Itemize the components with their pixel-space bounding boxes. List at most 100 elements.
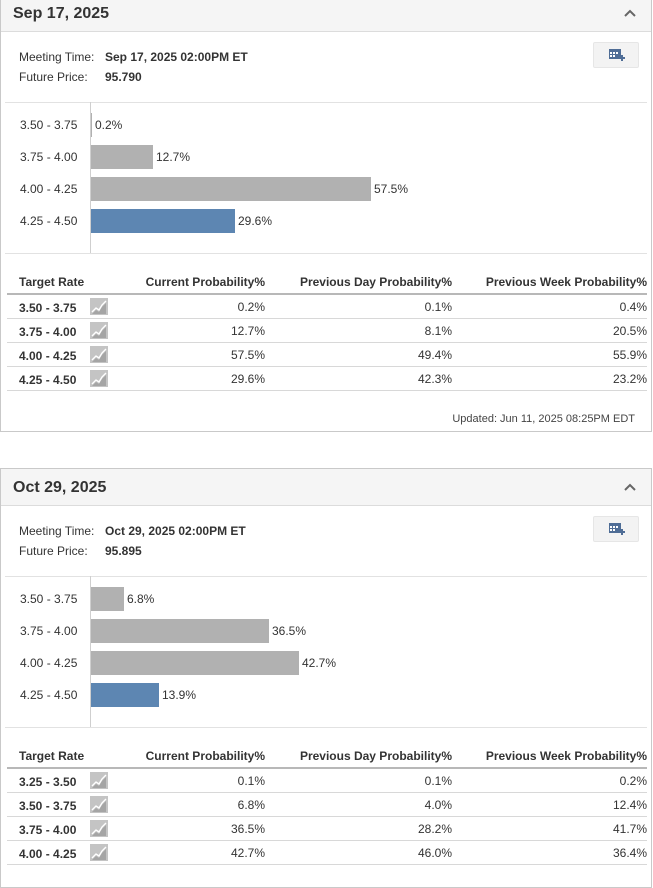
row-divider <box>7 816 647 817</box>
bar-value-label: 57.5% <box>374 182 409 196</box>
row-divider <box>7 366 647 367</box>
chart-row: 4.00 - 4.25 57.5% <box>1 177 651 201</box>
previous-day-probability-cell: 0.1% <box>424 300 452 314</box>
chart-range-label: 4.00 - 4.25 <box>20 656 78 670</box>
chart-row: 3.50 - 3.75 6.8% <box>1 587 651 611</box>
table-row: 4.25 - 4.50 29.6% 42.3% 23.2% <box>1 367 651 391</box>
row-divider <box>7 318 647 319</box>
trend-chart-icon[interactable] <box>90 844 108 861</box>
current-probability-cell: 6.8% <box>237 798 265 812</box>
row-divider <box>7 342 647 343</box>
target-rate-cell: 3.75 - 4.00 <box>19 823 77 837</box>
calendar-add-icon <box>609 49 625 61</box>
previous-day-probability-cell: 4.0% <box>424 798 452 812</box>
row-divider <box>7 390 647 391</box>
chart-axis <box>90 102 91 253</box>
current-probability-cell: 12.7% <box>230 324 265 338</box>
col-previous-day-probability[interactable]: Previous Day Probability% <box>299 275 452 289</box>
table-row: 3.75 - 4.00 12.7% 8.1% 20.5% <box>1 319 651 343</box>
previous-week-probability-cell: 20.5% <box>612 324 647 338</box>
chevron-up-icon[interactable] <box>623 480 637 494</box>
chart-row: 3.75 - 4.00 36.5% <box>1 619 651 643</box>
target-rate-cell: 3.50 - 3.75 <box>19 301 77 315</box>
bar-value-label: 13.9% <box>162 688 197 702</box>
chevron-up-icon[interactable] <box>623 6 637 20</box>
probability-bar-chart: 3.50 - 3.75 6.8% 3.75 - 4.00 36.5% 4.00 - 4.… <box>1 576 651 727</box>
bar-value-label: 36.5% <box>272 624 307 638</box>
trend-chart-icon[interactable] <box>90 820 108 837</box>
col-previous-week-probability[interactable]: Previous Week Probability% <box>485 749 647 763</box>
chart-range-label: 3.50 - 3.75 <box>20 118 78 132</box>
target-rate-cell: 4.25 - 4.50 <box>19 373 77 387</box>
current-probability-cell: 0.2% <box>237 300 265 314</box>
previous-week-probability-cell: 0.4% <box>619 300 647 314</box>
chart-row: 4.25 - 4.50 29.6% <box>1 209 651 233</box>
trend-chart-icon[interactable] <box>90 346 108 363</box>
bar-value-label: 42.7% <box>302 656 337 670</box>
meeting-panel-sep: Sep 17, 2025 Meeting Time: Sep 17, 2025 0… <box>0 0 652 432</box>
probability-bar[interactable] <box>91 113 92 137</box>
header-divider <box>7 767 647 769</box>
meeting-time-row: Meeting Time: Sep 17, 2025 02:00PM ET <box>19 50 248 64</box>
divider <box>5 727 647 728</box>
col-previous-week-probability[interactable]: Previous Week Probability% <box>485 275 647 289</box>
previous-day-probability-cell: 8.1% <box>424 324 452 338</box>
probability-bar[interactable] <box>91 177 371 201</box>
trend-chart-icon[interactable] <box>90 772 108 789</box>
col-previous-day-probability[interactable]: Previous Day Probability% <box>299 749 452 763</box>
export-calendar-button[interactable] <box>593 516 639 542</box>
target-rate-cell: 3.75 - 4.00 <box>19 325 77 339</box>
probability-bar[interactable] <box>91 145 153 169</box>
panel-header: Oct 29, 2025 <box>1 469 651 506</box>
future-price-value: 95.790 <box>105 70 142 84</box>
previous-week-probability-cell: 55.9% <box>612 348 647 362</box>
chart-range-label: 4.25 - 4.50 <box>20 688 78 702</box>
export-calendar-button[interactable] <box>593 42 639 68</box>
future-price-label: Future Price: <box>19 544 88 558</box>
trend-chart-icon[interactable] <box>90 796 108 813</box>
meeting-time-value: Oct 29, 2025 02:00PM ET <box>105 524 246 538</box>
chart-range-label: 3.75 - 4.00 <box>20 150 78 164</box>
probability-bar[interactable] <box>91 619 269 643</box>
meeting-time-row: Meeting Time: Oct 29, 2025 02:00PM ET <box>19 524 246 538</box>
previous-week-probability-cell: 23.2% <box>612 372 647 386</box>
col-current-probability[interactable]: Current Probability% <box>145 275 265 289</box>
updated-timestamp: Updated: Jun 11, 2025 08:25PM EDT <box>452 413 635 425</box>
target-rate-cell: 3.25 - 3.50 <box>19 775 77 789</box>
current-rate-bar[interactable] <box>91 209 235 233</box>
target-rate-cell: 4.00 - 4.25 <box>19 349 77 363</box>
panel-title: Oct 29, 2025 <box>13 479 107 496</box>
bar-value-label: 12.7% <box>156 150 191 164</box>
bar-value-label: 6.8% <box>127 592 155 606</box>
col-target-rate[interactable]: Target Rate <box>19 275 85 289</box>
table-row: 4.00 - 4.25 57.5% 49.4% 55.9% <box>1 343 651 367</box>
probability-bar[interactable] <box>91 587 124 611</box>
probability-bar[interactable] <box>91 651 299 675</box>
col-target-rate[interactable]: Target Rate <box>19 749 85 763</box>
meeting-time-value: Sep 17, 2025 02:00PM ET <box>105 50 248 64</box>
table-header: Target Rate Current Probability% Previou… <box>1 749 651 771</box>
current-rate-bar[interactable] <box>91 683 159 707</box>
table-header: Target Rate Current Probability% Previou… <box>1 275 651 297</box>
divider <box>5 102 647 103</box>
chart-row: 4.25 - 4.50 13.9% <box>1 683 651 707</box>
panel-title: Sep 17, 2025 <box>13 5 110 22</box>
chart-row: 4.00 - 4.25 42.7% <box>1 651 651 675</box>
col-current-probability[interactable]: Current Probability% <box>145 749 265 763</box>
calendar-add-icon <box>609 523 625 535</box>
trend-chart-icon[interactable] <box>90 370 108 387</box>
trend-chart-icon[interactable] <box>90 298 108 315</box>
chart-row: 3.75 - 4.00 12.7% <box>1 145 651 169</box>
chart-axis <box>90 576 91 727</box>
probability-bar-chart: 3.50 - 3.75 0.2% 3.75 - 4.00 12.7% 4.00 - 4.… <box>1 102 651 253</box>
chart-range-label: 4.25 - 4.50 <box>20 214 78 228</box>
row-divider <box>7 840 647 841</box>
meeting-time-label: Meeting Time: <box>19 524 95 538</box>
trend-chart-icon[interactable] <box>90 322 108 339</box>
meeting-time-label: Meeting Time: <box>19 50 95 64</box>
previous-week-probability-cell: 12.4% <box>612 798 647 812</box>
table-row: 3.50 - 3.75 6.8% 4.0% 12.4% <box>1 793 651 817</box>
previous-day-probability-cell: 0.1% <box>424 774 452 788</box>
panel-header: Sep 17, 2025 <box>1 0 651 32</box>
chart-row: 3.50 - 3.75 0.2% <box>1 113 651 137</box>
